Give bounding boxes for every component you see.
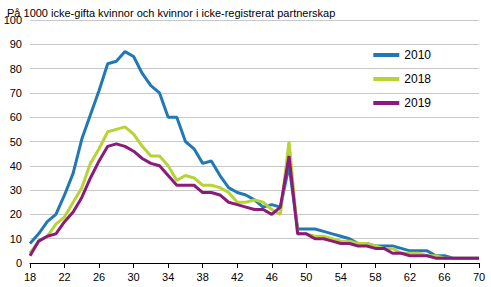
svg-text:54: 54 xyxy=(335,271,347,283)
svg-text:2010: 2010 xyxy=(404,48,431,62)
svg-text:18: 18 xyxy=(24,271,36,283)
svg-text:100: 100 xyxy=(3,14,22,26)
svg-text:60: 60 xyxy=(10,111,22,123)
svg-text:34: 34 xyxy=(162,271,174,283)
svg-text:40: 40 xyxy=(10,160,22,172)
svg-text:70: 70 xyxy=(10,87,22,99)
svg-text:70: 70 xyxy=(473,271,485,283)
svg-text:2018: 2018 xyxy=(404,72,431,86)
svg-text:62: 62 xyxy=(404,271,416,283)
svg-text:26: 26 xyxy=(93,271,105,283)
svg-text:42: 42 xyxy=(231,271,243,283)
svg-text:20: 20 xyxy=(10,208,22,220)
svg-text:80: 80 xyxy=(10,63,22,75)
svg-text:22: 22 xyxy=(58,271,70,283)
svg-text:38: 38 xyxy=(197,271,209,283)
svg-text:50: 50 xyxy=(10,136,22,148)
svg-text:90: 90 xyxy=(10,38,22,50)
svg-text:2019: 2019 xyxy=(404,96,431,110)
svg-text:50: 50 xyxy=(300,271,312,283)
svg-text:På 1000 icke-gifta kvinnor och: På 1000 icke-gifta kvinnor och kvinnor i… xyxy=(7,7,335,19)
svg-text:66: 66 xyxy=(438,271,450,283)
svg-text:46: 46 xyxy=(266,271,278,283)
svg-text:30: 30 xyxy=(127,271,139,283)
svg-text:0: 0 xyxy=(16,257,22,269)
svg-text:58: 58 xyxy=(369,271,381,283)
svg-text:30: 30 xyxy=(10,184,22,196)
svg-text:10: 10 xyxy=(10,233,22,245)
